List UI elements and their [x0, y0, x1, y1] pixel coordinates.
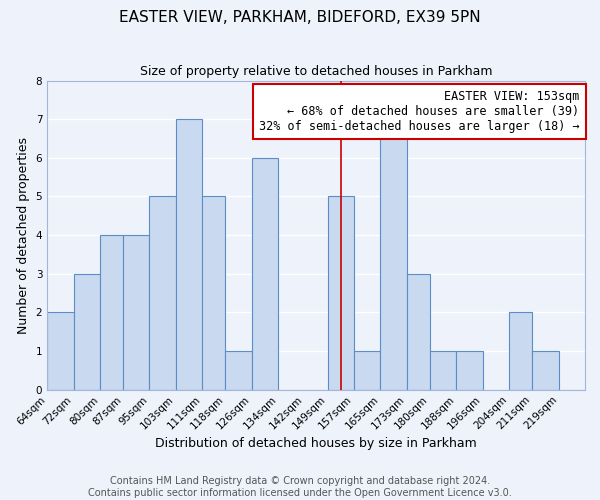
Bar	[100, 235, 123, 390]
Bar	[176, 119, 202, 390]
Bar	[328, 196, 354, 390]
Bar	[354, 351, 380, 390]
Bar	[74, 274, 100, 390]
Bar	[123, 235, 149, 390]
Bar	[457, 351, 483, 390]
Bar	[430, 351, 457, 390]
Text: EASTER VIEW, PARKHAM, BIDEFORD, EX39 5PN: EASTER VIEW, PARKHAM, BIDEFORD, EX39 5PN	[119, 10, 481, 25]
Bar	[47, 312, 74, 390]
Bar	[509, 312, 532, 390]
Text: Contains HM Land Registry data © Crown copyright and database right 2024.
Contai: Contains HM Land Registry data © Crown c…	[88, 476, 512, 498]
Bar	[532, 351, 559, 390]
Bar	[380, 119, 407, 390]
Bar	[149, 196, 176, 390]
Bar	[202, 196, 226, 390]
Y-axis label: Number of detached properties: Number of detached properties	[17, 136, 30, 334]
Title: Size of property relative to detached houses in Parkham: Size of property relative to detached ho…	[140, 65, 493, 78]
Bar	[226, 351, 252, 390]
X-axis label: Distribution of detached houses by size in Parkham: Distribution of detached houses by size …	[155, 437, 477, 450]
Text: EASTER VIEW: 153sqm
← 68% of detached houses are smaller (39)
32% of semi-detach: EASTER VIEW: 153sqm ← 68% of detached ho…	[259, 90, 580, 133]
Bar	[407, 274, 430, 390]
Bar	[252, 158, 278, 390]
